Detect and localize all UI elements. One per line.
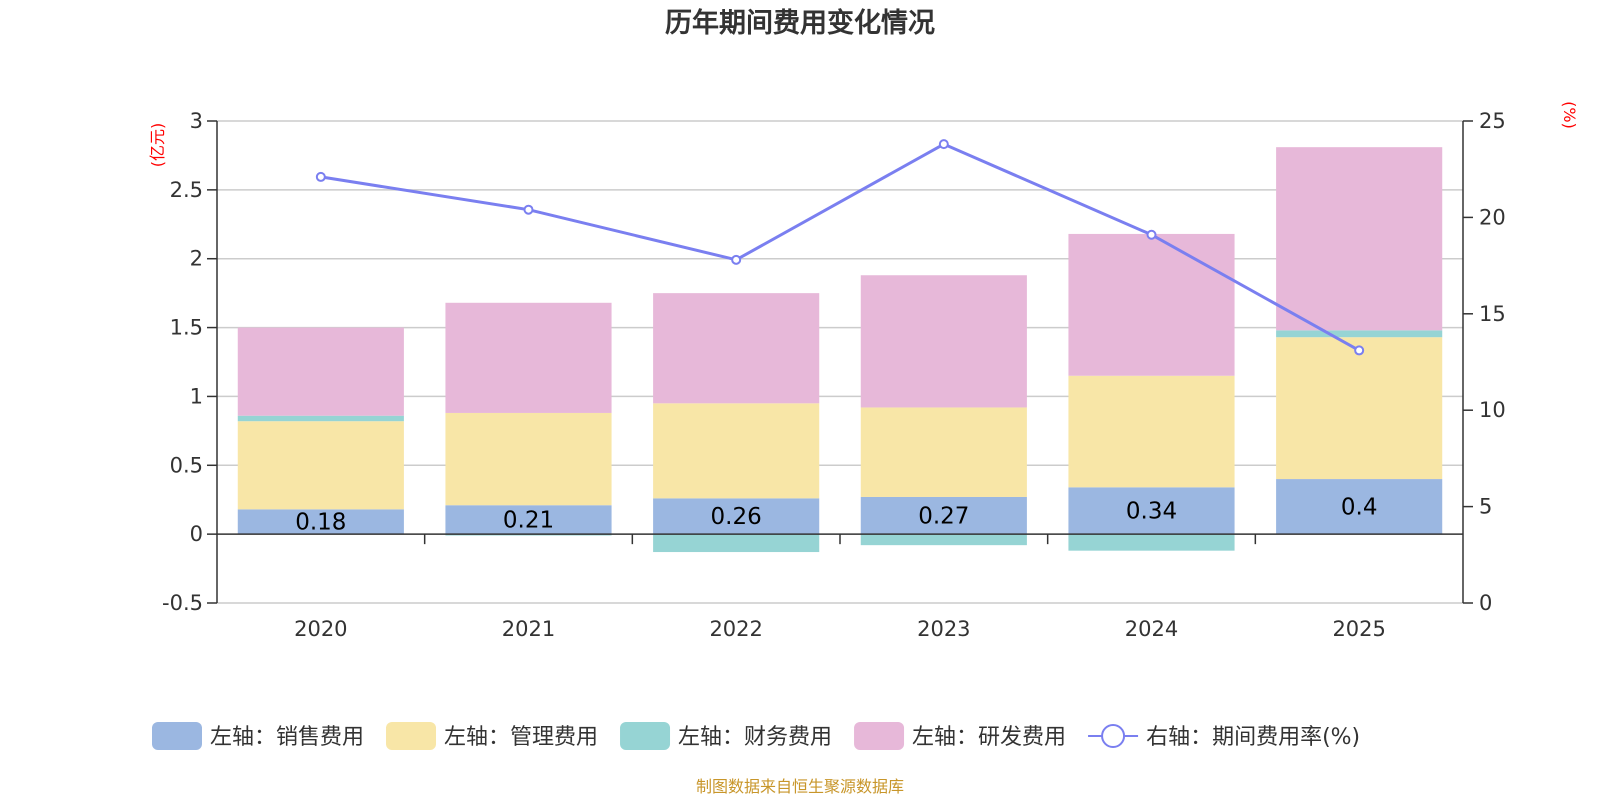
category-label: 2020: [294, 617, 347, 641]
left-axis-tick-label: 1.5: [170, 316, 203, 340]
right-axis-tick-label: 5: [1479, 495, 1492, 519]
bar-segment: [860, 534, 1027, 546]
bar-segment: [1068, 233, 1235, 376]
bar-data-label: 0.21: [503, 508, 554, 534]
legend-swatch: [620, 722, 671, 750]
bar-segment: [653, 534, 820, 553]
bar-segment: [1276, 147, 1443, 331]
bar-segment: [1276, 330, 1443, 338]
left-axis-tick-label: 0: [190, 522, 203, 546]
legend-marker: [1101, 724, 1126, 748]
bars: [237, 147, 1443, 553]
bar-segment: [237, 421, 404, 510]
bar-data-label: 0.18: [295, 510, 346, 536]
bar-segment: [653, 498, 820, 535]
bar-data-label: 0.26: [711, 504, 762, 530]
bar-segment: [653, 293, 820, 404]
legend-swatch: [152, 722, 202, 750]
data-source-note: 制图数据来自恒生聚源数据库: [696, 777, 904, 796]
rate-point: [1354, 345, 1365, 356]
right-axis-tick-label: 25: [1479, 109, 1506, 133]
bar-segment: [445, 302, 612, 413]
rate-point: [938, 139, 949, 150]
right-axis-unit: (%): [1560, 101, 1579, 129]
bar-segment: [237, 509, 404, 535]
legend-swatch: [386, 722, 437, 750]
legend-label: 右轴：期间费用率(%): [1146, 725, 1360, 750]
legend-label: 左轴：研发费用: [912, 725, 1066, 750]
right-axis-tick-label: 20: [1479, 205, 1506, 229]
right-axis-tick-label: 0: [1479, 591, 1492, 615]
category-label: 2024: [1125, 617, 1178, 641]
legend-label: 左轴：销售费用: [210, 725, 364, 750]
bar-data-label: 0.4: [1341, 495, 1378, 521]
category-label: 2023: [917, 617, 970, 641]
right-axis-tick-label: 10: [1479, 398, 1506, 422]
left-axis-tick-label: 2: [190, 247, 203, 271]
category-label: 2025: [1332, 617, 1385, 641]
legend-label: 左轴：财务费用: [678, 725, 832, 750]
left-axis-tick-label: 0.5: [170, 453, 203, 477]
legend-swatch: [854, 722, 905, 750]
rate-point: [1146, 229, 1157, 240]
bar-segment: [1276, 479, 1443, 535]
bar-segment: [860, 496, 1027, 535]
bar-segment: [1276, 337, 1443, 480]
rate-line: [315, 139, 1365, 356]
rate-point: [315, 171, 326, 182]
bar-segment: [653, 403, 820, 499]
category-label: 2021: [502, 617, 555, 641]
bar-data-label: 0.27: [918, 504, 969, 530]
bar-segment: [445, 412, 612, 506]
data-labels: 0.18 0.21 0.26 0.27 0.34 0.4: [295, 495, 1377, 536]
grid-lines: [217, 120, 1463, 604]
bar-segment: [1068, 487, 1235, 535]
bar-segment: [860, 407, 1027, 497]
rate-point: [523, 204, 534, 215]
right-axis-tick-label: 15: [1479, 302, 1506, 326]
chart-title: 历年期间费用变化情况: [665, 7, 935, 39]
legend-label: 左轴：管理费用: [444, 725, 598, 750]
bar-segment: [860, 275, 1027, 408]
bar-segment: [445, 505, 612, 535]
left-axis-tick-label: 3: [190, 109, 203, 133]
bar-data-label: 0.34: [1126, 499, 1177, 525]
left-axis-tick-label: -0.5: [162, 591, 203, 615]
bar-segment: [237, 327, 404, 416]
rate-point: [731, 254, 742, 265]
left-axis-tick-label: 2.5: [170, 178, 203, 202]
axes: 3 2.5 2 1.5 1 0.5 0 -0.5 25 20 15 10 5 0 2020 2021 2022 2…: [162, 109, 1506, 641]
bar-segment: [1068, 375, 1235, 488]
left-axis-tick-label: 1: [190, 384, 203, 408]
rate-line-path: [320, 142, 1360, 352]
legend: 左轴：销售费用 左轴：管理费用 左轴：财务费用 左轴：研发费用 右轴：期间费用率(%): [152, 722, 1360, 750]
category-label: 2022: [709, 617, 762, 641]
left-axis-unit: (亿元): [148, 123, 167, 168]
bar-segment: [1068, 534, 1235, 551]
bar-segment: [237, 415, 404, 422]
